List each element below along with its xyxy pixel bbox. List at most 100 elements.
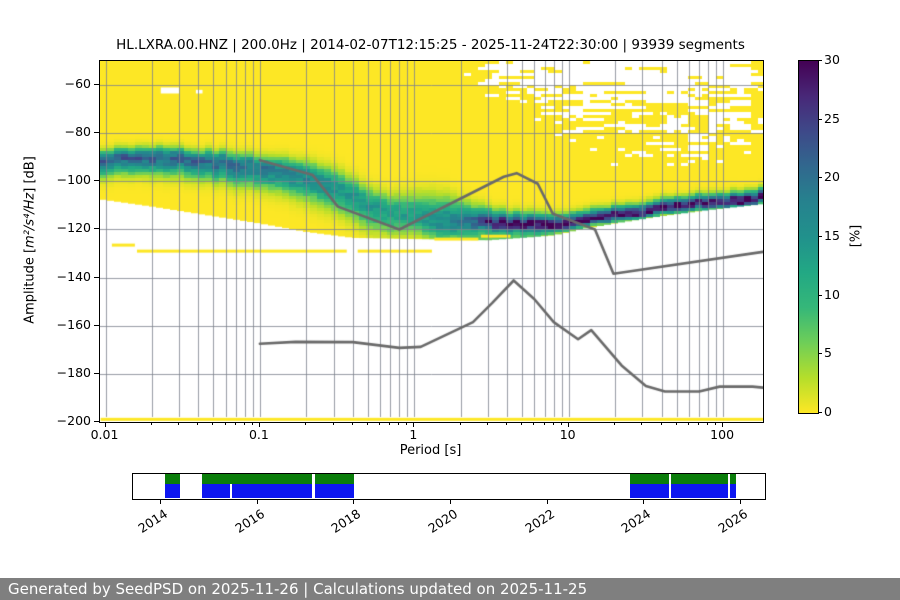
footer-bar: Generated by SeedPSD on 2025-11-26 | Cal… <box>0 578 900 600</box>
x-tick-mark <box>567 422 569 427</box>
x-minor-tick-mark <box>224 422 226 425</box>
x-tick-mark <box>413 422 415 427</box>
timeline-year-label: 2014 <box>135 505 171 536</box>
x-tick-label: 0.01 <box>90 427 119 442</box>
ppsd-heatmap-canvas <box>100 61 763 422</box>
x-minor-tick-mark <box>389 422 391 425</box>
timeline-green-segment <box>729 474 737 484</box>
x-minor-tick-mark <box>150 422 152 425</box>
y-tick-mark <box>94 324 99 326</box>
x-tick-mark <box>258 422 260 427</box>
y-tick-label: −100 <box>56 172 91 188</box>
x-minor-tick-mark <box>506 422 508 425</box>
x-minor-tick-mark <box>707 422 709 425</box>
colorbar-tick-label: 15 <box>824 228 840 243</box>
colorbar-tick-mark <box>818 294 822 296</box>
timeline-tick-mark <box>256 498 258 504</box>
x-minor-tick-mark <box>379 422 381 425</box>
x-tick-label: 1 <box>409 427 418 442</box>
y-tick-label: −180 <box>56 364 91 380</box>
colorbar-tick-label: 30 <box>824 52 840 67</box>
x-minor-tick-mark <box>212 422 214 425</box>
y-axis-label-units: m²/s⁴/Hz <box>22 192 38 248</box>
y-axis-label-pre: Amplitude [ <box>22 247 38 324</box>
y-tick-label: −200 <box>56 413 91 428</box>
y-tick-label: −80 <box>64 124 91 140</box>
timeline-green-segment <box>629 474 670 484</box>
timeline-tick-mark <box>643 498 645 504</box>
colorbar-tick-label: 0 <box>824 404 832 419</box>
x-minor-tick-mark <box>197 422 199 425</box>
x-tick-label: 100 <box>710 427 735 442</box>
timeline-green-segment <box>201 474 313 484</box>
plot-area <box>99 60 764 423</box>
y-tick-label: −120 <box>56 220 91 236</box>
colorbar <box>798 60 819 414</box>
x-minor-tick-mark <box>687 422 689 425</box>
colorbar-label: [%] <box>848 224 864 248</box>
timeline-year-label: 2026 <box>715 505 751 536</box>
timeline-tick-mark <box>546 498 548 504</box>
y-tick-mark <box>94 228 99 230</box>
x-minor-tick-mark <box>178 422 180 425</box>
timeline-year-label: 2018 <box>328 505 364 536</box>
timeline-year-label: 2016 <box>231 505 267 536</box>
y-tick-label: −140 <box>56 268 91 284</box>
x-minor-tick-mark <box>660 422 662 425</box>
x-minor-tick-mark <box>614 422 616 425</box>
x-minor-tick-mark <box>251 422 253 425</box>
x-minor-tick-mark <box>486 422 488 425</box>
timeline-blue-segment <box>729 484 737 498</box>
colorbar-tick-mark <box>818 118 822 120</box>
timeline-green-segment <box>314 474 354 484</box>
timeline-year-label: 2024 <box>618 505 654 536</box>
colorbar-tick-mark <box>818 177 822 179</box>
x-minor-tick-mark <box>398 422 400 425</box>
x-tick-label: 0.1 <box>248 427 269 442</box>
timeline-tick-mark <box>449 498 451 504</box>
x-minor-tick-mark <box>234 422 236 425</box>
y-tick-mark <box>94 132 99 134</box>
availability-timeline <box>132 473 767 500</box>
timeline-green-segment <box>164 474 180 484</box>
timeline-blue-segment <box>164 484 180 498</box>
x-minor-tick-mark <box>521 422 523 425</box>
x-minor-tick-mark <box>698 422 700 425</box>
y-axis-label-post: ] [dB] <box>22 156 38 193</box>
x-minor-tick-mark <box>406 422 408 425</box>
colorbar-tick-label: 5 <box>824 345 832 361</box>
y-tick-label: −160 <box>56 316 91 332</box>
colorbar-tick-mark <box>818 412 822 413</box>
plot-title: HL.LXRA.00.HNZ | 200.0Hz | 2014-02-07T12… <box>116 37 745 53</box>
timeline-year-label: 2020 <box>425 505 461 536</box>
y-tick-mark <box>94 421 99 422</box>
x-minor-tick-mark <box>351 422 353 425</box>
timeline-tick-mark <box>740 498 742 504</box>
footer-text: Generated by SeedPSD on 2025-11-26 | Cal… <box>8 580 588 598</box>
y-tick-mark <box>94 84 99 86</box>
x-minor-tick-mark <box>366 422 368 425</box>
timeline-green-segment <box>671 474 729 484</box>
colorbar-tick-mark <box>818 236 822 237</box>
y-tick-mark <box>94 180 99 182</box>
x-minor-tick-mark <box>543 422 545 425</box>
colorbar-tick-label: 10 <box>824 286 840 302</box>
y-axis-label: Amplitude [m²/s⁴/Hz] [dB] <box>23 156 38 324</box>
x-minor-tick-mark <box>675 422 677 425</box>
timeline-tick-mark <box>159 498 161 504</box>
x-minor-tick-mark <box>332 422 334 425</box>
x-minor-tick-mark <box>305 422 307 425</box>
x-tick-label: 10 <box>559 427 576 442</box>
y-tick-mark <box>94 372 99 374</box>
colorbar-tick-label: 20 <box>824 169 840 185</box>
y-tick-label: −60 <box>64 76 91 92</box>
x-minor-tick-mark <box>641 422 643 425</box>
x-axis-label: Period [s] <box>399 443 462 458</box>
x-minor-tick-mark <box>243 422 245 425</box>
x-minor-tick-mark <box>533 422 535 425</box>
x-tick-mark <box>104 422 106 427</box>
timeline-blue-segment <box>232 484 313 498</box>
timeline-tick-mark <box>353 498 355 504</box>
x-tick-mark <box>722 422 724 427</box>
